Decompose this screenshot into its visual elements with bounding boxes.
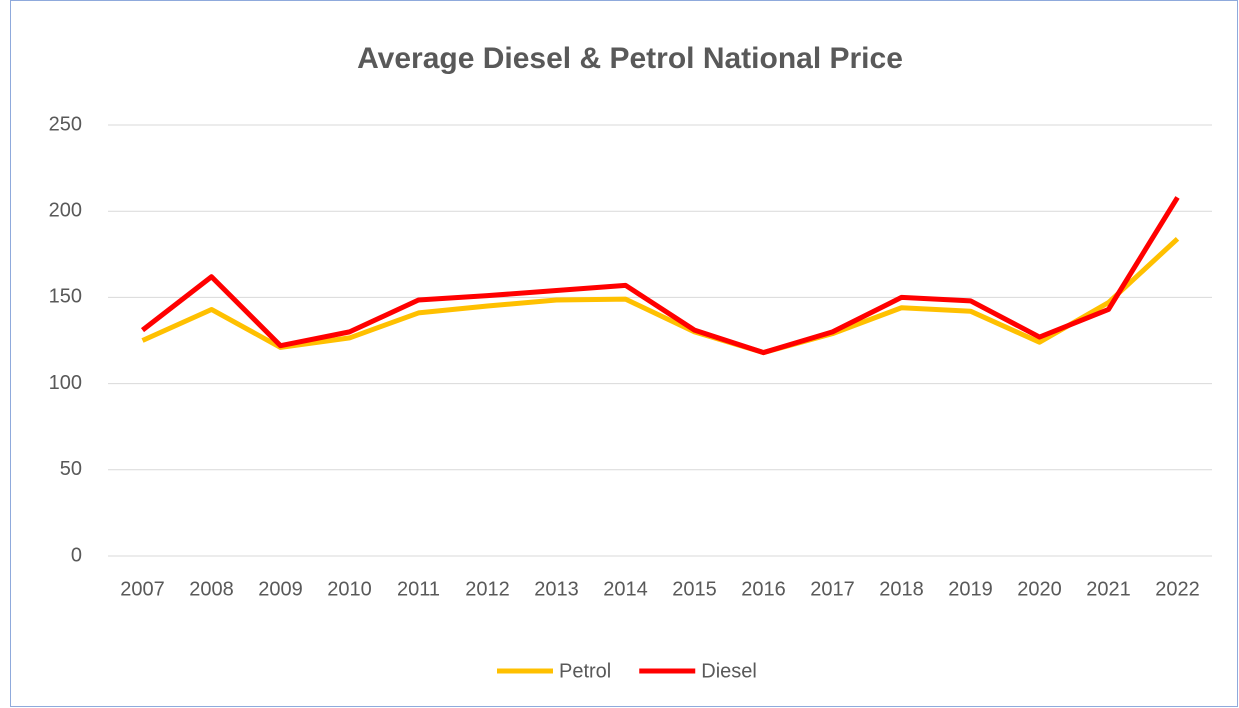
line-series [141, 236, 1180, 356]
y-tick-label: 150 [49, 286, 82, 308]
y-tick-label: 50 [60, 458, 82, 480]
x-tick-label: 2019 [948, 578, 993, 600]
legend-label: Diesel [701, 660, 757, 682]
x-tick-label: 2012 [465, 578, 510, 600]
x-tick-label: 2021 [1086, 578, 1131, 600]
x-tick-label: 2020 [1017, 578, 1062, 600]
chart-title: Average Diesel & Petrol National Price [357, 42, 903, 75]
legend-label: Petrol [559, 660, 611, 682]
x-tick-label: 2008 [189, 578, 234, 600]
x-tick-label: 2018 [879, 578, 924, 600]
y-tick-label: 250 [49, 113, 82, 135]
x-tick-label: 2014 [603, 578, 648, 600]
x-tick-label: 2016 [741, 578, 786, 600]
x-tick-label: 2022 [1155, 578, 1200, 600]
chart-frame [10, 0, 1238, 707]
x-tick-label: 2013 [534, 578, 579, 600]
x-tick-label: 2010 [327, 578, 372, 600]
x-tick-label: 2011 [397, 578, 440, 600]
x-tick-label: 2017 [810, 578, 855, 600]
y-tick-label: 100 [49, 372, 82, 394]
line-series [140, 196, 1180, 356]
y-tick-label: 0 [71, 544, 82, 566]
x-tick-label: 2009 [258, 578, 303, 600]
x-tick-label: 2015 [672, 578, 717, 600]
y-tick-label: 200 [49, 199, 82, 221]
x-tick-label: 2007 [120, 578, 165, 600]
